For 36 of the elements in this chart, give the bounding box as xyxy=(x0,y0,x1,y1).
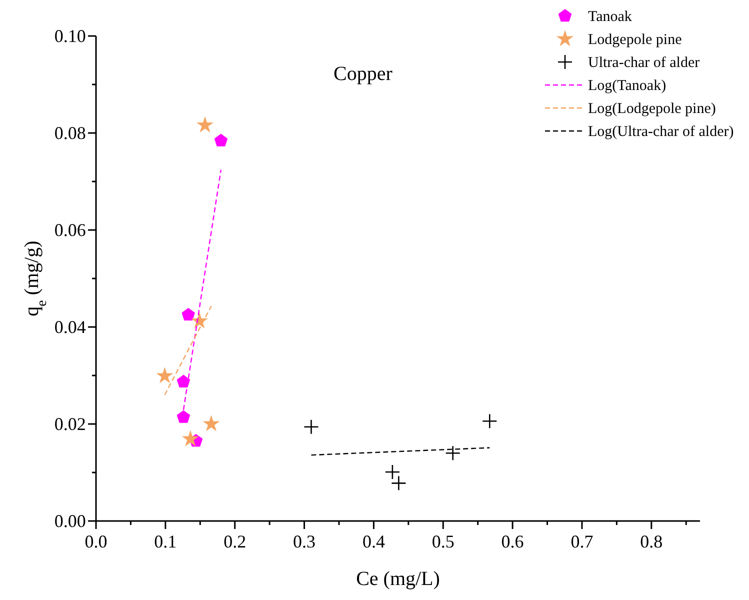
x-tick-label: 0.2 xyxy=(224,531,246,552)
point xyxy=(482,413,498,429)
y-tick-label: 0.04 xyxy=(54,316,86,337)
point xyxy=(182,308,195,321)
x-tick-label: 0.5 xyxy=(432,531,454,552)
point xyxy=(391,476,406,491)
legend-label: Log(Ultra-char of alder) xyxy=(588,124,734,140)
x-tick-label: 0.1 xyxy=(154,531,177,552)
legend-label: Log(Tanoak) xyxy=(588,78,666,94)
legend-label: Ultra-char of alder xyxy=(588,55,700,71)
x-tick-label: 0.6 xyxy=(501,531,524,552)
point xyxy=(214,134,228,146)
point xyxy=(384,464,400,480)
y-tick-label: 0.06 xyxy=(54,220,86,240)
x-tick-label: 0.4 xyxy=(362,531,385,552)
legend-label: Tanoak xyxy=(588,9,632,25)
y-tick-label: 0.08 xyxy=(54,122,86,143)
x-tick-label: 0.7 xyxy=(570,531,594,552)
point xyxy=(176,410,190,423)
point xyxy=(182,430,199,446)
y-tick-label: 0.00 xyxy=(54,510,86,531)
point xyxy=(445,445,460,461)
x-tick-label: 0.0 xyxy=(84,531,108,552)
legend-label: Log(Lodgepole pine) xyxy=(588,101,716,117)
y-tick-label: 0.10 xyxy=(54,26,86,46)
x-tick-label: 0.3 xyxy=(293,531,316,552)
point xyxy=(304,419,319,435)
point xyxy=(202,415,220,432)
point xyxy=(196,116,214,132)
x-tick-label: 0.8 xyxy=(640,531,663,552)
y-tick-label: 0.02 xyxy=(54,414,86,434)
text: Copper xyxy=(334,63,393,85)
point xyxy=(156,367,174,384)
x-axis-title: Ce (mg/L) xyxy=(356,568,440,590)
point xyxy=(176,374,190,388)
legend-label: Lodgepole pine xyxy=(588,32,682,48)
